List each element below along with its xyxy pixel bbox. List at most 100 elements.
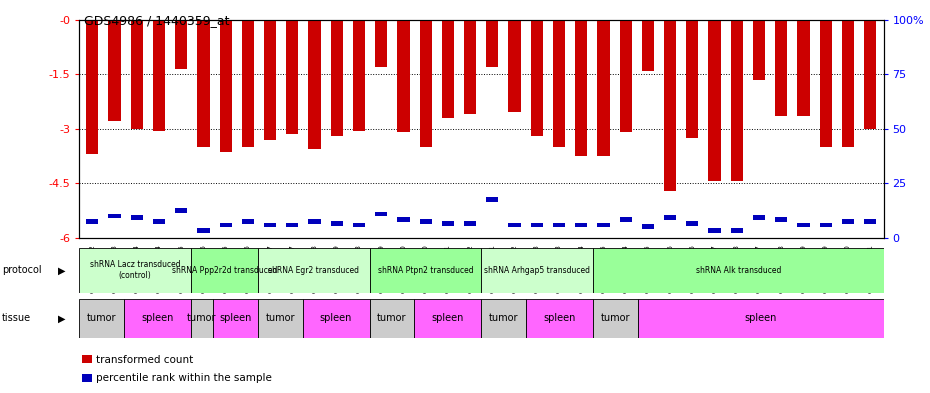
Bar [79,248,191,293]
Bar [109,20,121,121]
Bar [842,219,854,224]
Bar [264,20,276,140]
Bar [153,219,166,224]
Bar [709,228,721,233]
Bar [553,20,565,147]
Bar [242,219,254,224]
Bar [593,299,638,338]
Bar [864,20,876,129]
Bar [753,20,765,80]
Bar [219,223,232,228]
Bar [419,219,432,224]
Bar [731,228,743,233]
Text: tumor: tumor [601,313,631,323]
Bar [191,299,213,338]
Bar [242,20,254,147]
Bar [526,299,593,338]
Bar [575,223,588,228]
Bar [731,20,743,182]
Bar [619,20,631,132]
Bar [375,212,388,217]
Bar [464,221,476,226]
Bar [753,215,765,220]
Text: protocol: protocol [2,265,42,275]
Text: tumor: tumor [378,313,406,323]
Text: spleen: spleen [219,313,252,323]
Text: spleen: spleen [320,313,352,323]
Bar [638,299,883,338]
Bar [331,221,343,226]
Bar [286,20,299,134]
Bar [309,20,321,149]
Bar [353,223,365,228]
Text: shRNA Ppp2r2d transduced: shRNA Ppp2r2d transduced [172,266,277,275]
Text: ▶: ▶ [58,313,65,323]
Text: shRNA Ptpn2 transduced: shRNA Ptpn2 transduced [378,266,473,275]
Bar [86,20,99,154]
Bar [597,20,609,156]
Text: shRNA Arhgap5 transduced: shRNA Arhgap5 transduced [485,266,591,275]
Bar [486,197,498,202]
Bar [197,20,209,147]
Bar [553,223,565,228]
Bar [642,20,654,70]
Bar [309,219,321,224]
Bar [619,217,631,222]
Bar [175,208,187,213]
Text: tumor: tumor [86,313,116,323]
Bar [109,213,121,219]
Bar [414,299,482,338]
Bar [153,20,166,130]
Text: shRNA Alk transduced: shRNA Alk transduced [696,266,781,275]
Text: spleen: spleen [432,313,464,323]
Bar [197,228,209,233]
Bar [819,223,831,228]
Bar [776,20,788,116]
Bar [258,299,302,338]
Text: tissue: tissue [2,313,31,323]
Bar [213,299,258,338]
Bar [131,215,143,220]
Bar [397,20,409,132]
Bar [486,20,498,67]
Bar [124,299,191,338]
Text: tumor: tumor [187,313,217,323]
Bar [131,20,143,129]
Bar [397,217,409,222]
Bar [776,217,788,222]
Text: spleen: spleen [744,313,777,323]
Bar [464,20,476,114]
Bar [642,224,654,229]
Bar [79,299,124,338]
Bar [597,223,609,228]
Text: shRNA Egr2 transduced: shRNA Egr2 transduced [268,266,359,275]
Bar [175,20,187,69]
Bar [191,248,258,293]
Bar [419,20,432,147]
Bar [531,20,543,136]
Bar [664,20,676,191]
Bar [86,219,99,224]
Bar [442,221,454,226]
Bar [302,299,369,338]
Bar [509,223,521,228]
Bar [864,219,876,224]
Bar [286,223,299,228]
Bar [353,20,365,130]
Bar [482,299,526,338]
Bar [686,221,698,226]
Bar [509,20,521,112]
Text: ▶: ▶ [58,265,65,275]
Bar [797,20,810,116]
Bar [375,20,388,67]
Bar [709,20,721,182]
Bar [842,20,854,147]
Bar [482,248,593,293]
Bar [442,20,454,118]
Text: GDS4986 / 1440359_at: GDS4986 / 1440359_at [84,14,229,27]
Bar [258,248,369,293]
Text: tumor: tumor [265,313,295,323]
Bar [531,223,543,228]
Text: percentile rank within the sample: percentile rank within the sample [96,373,272,384]
Bar [686,20,698,138]
